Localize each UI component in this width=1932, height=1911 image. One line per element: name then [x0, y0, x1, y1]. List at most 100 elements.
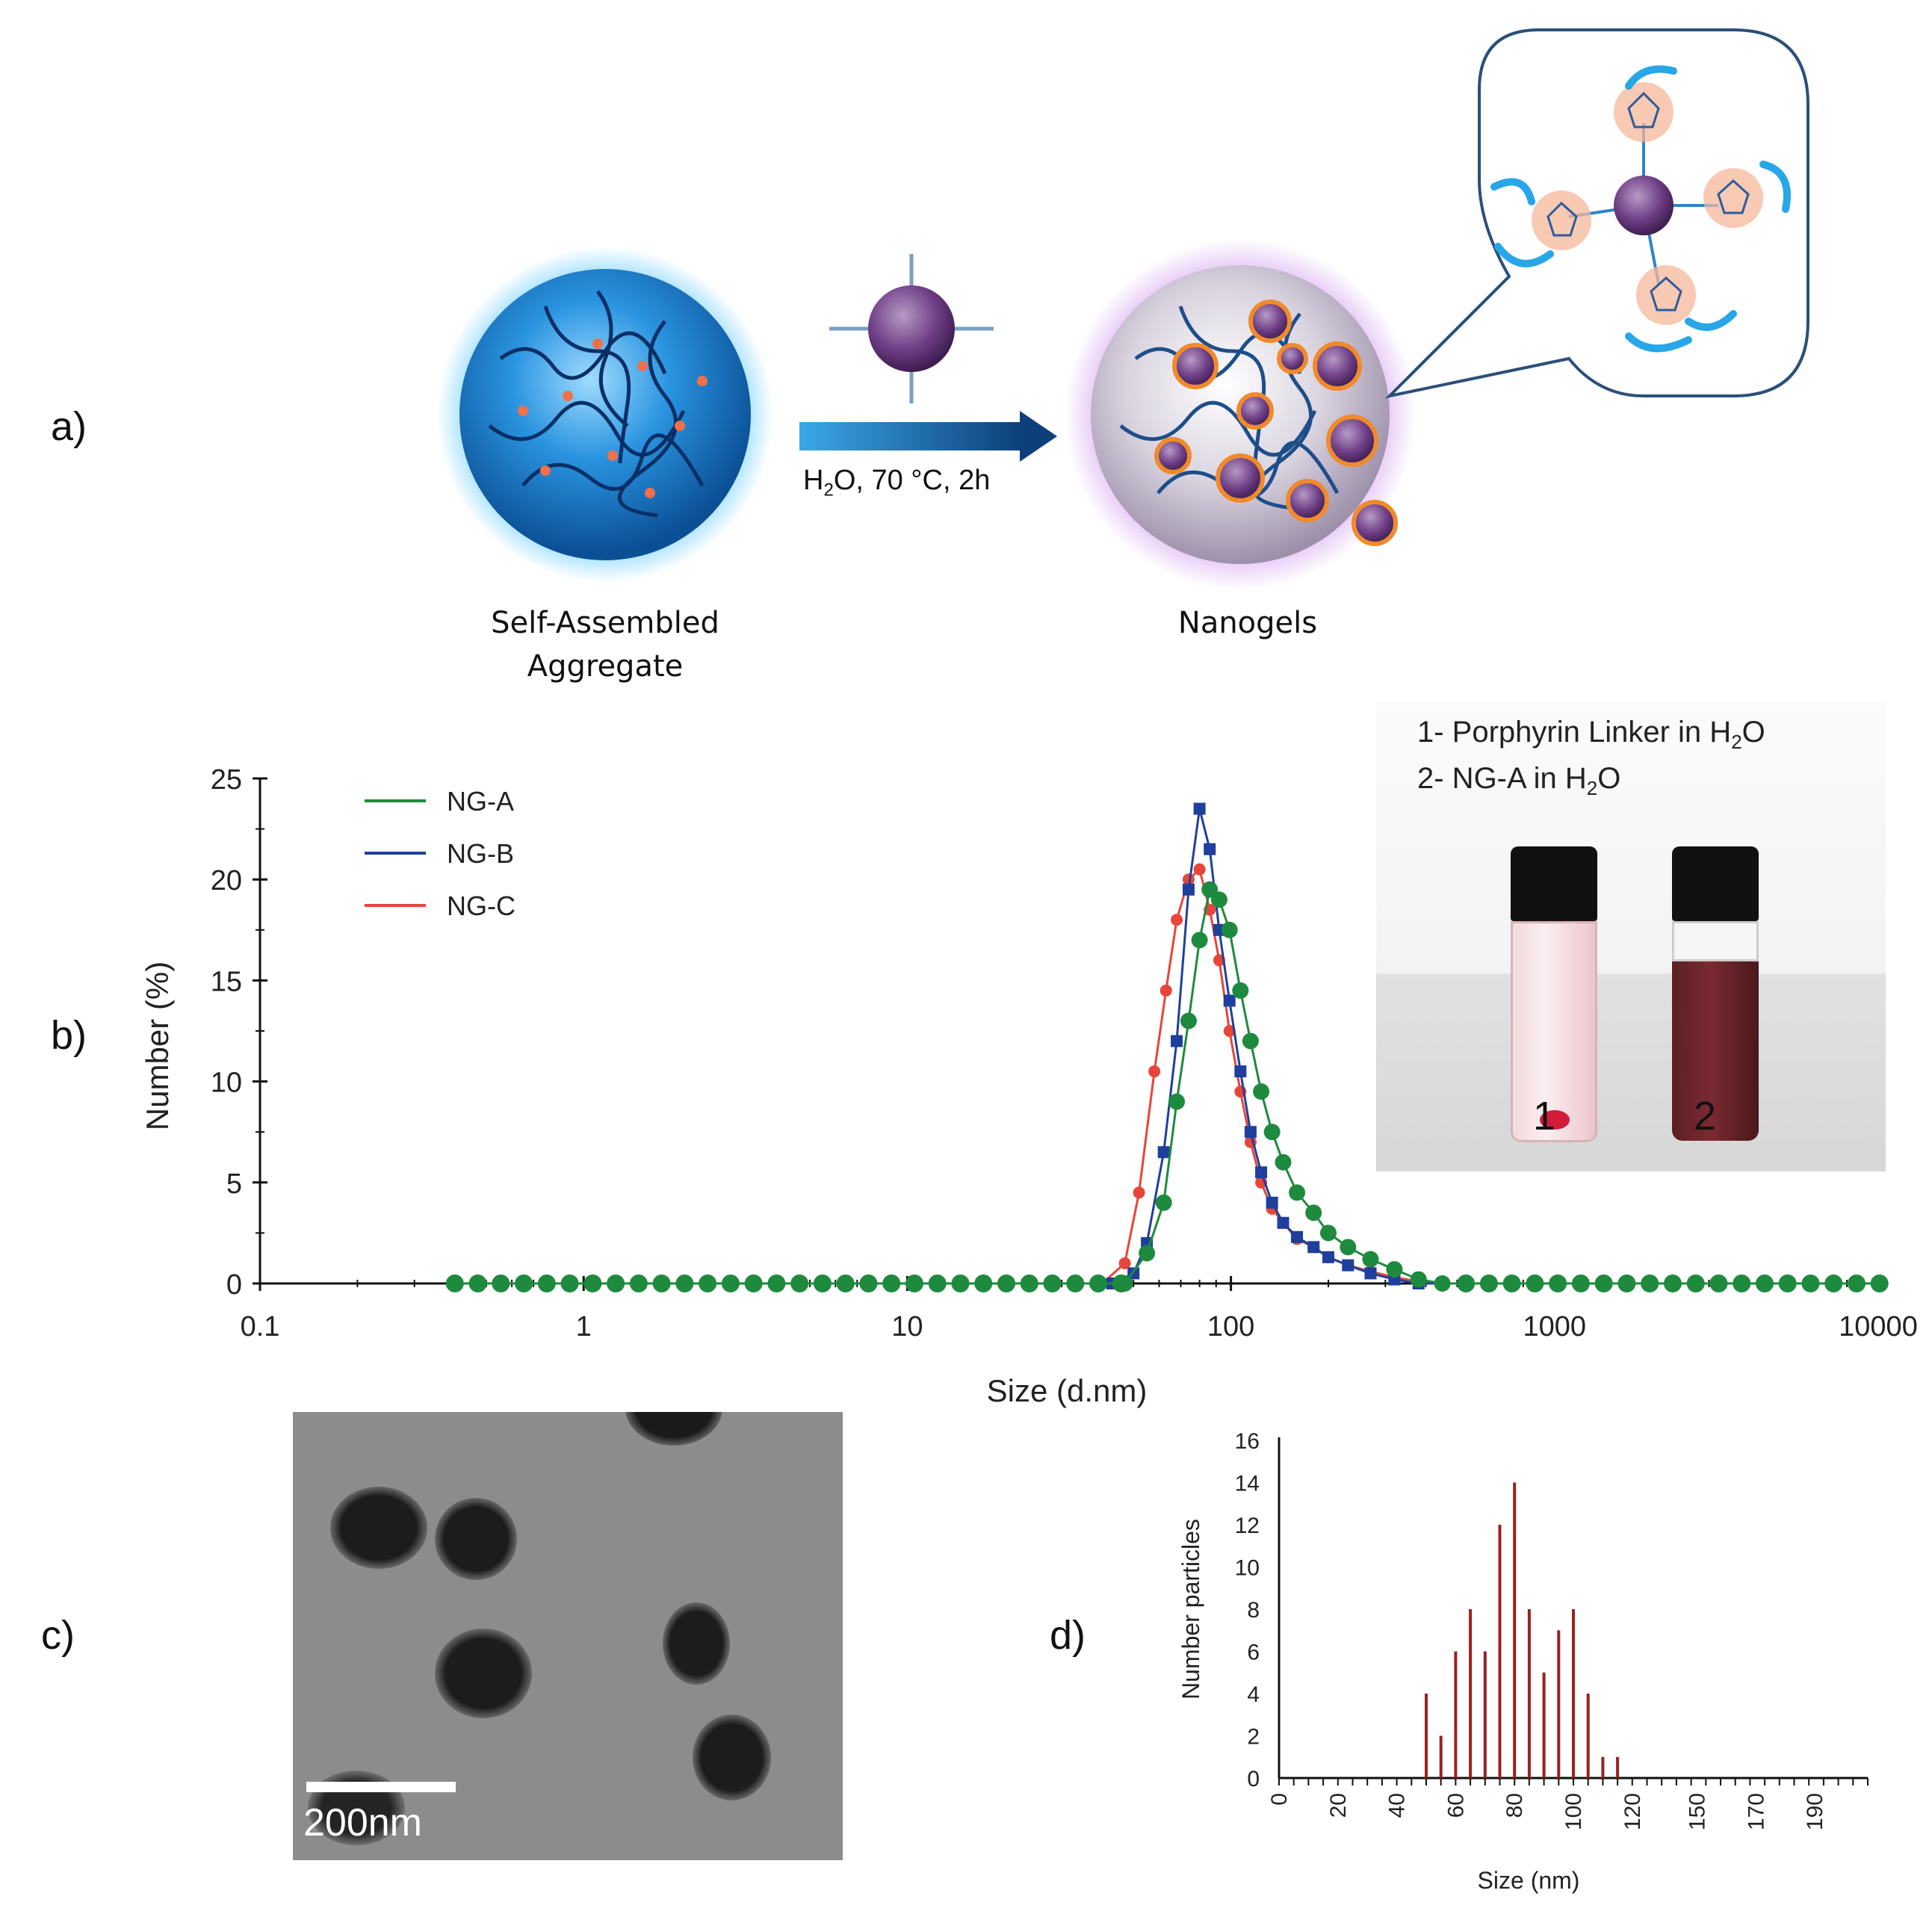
- x-tick-label: 1000: [1523, 1311, 1587, 1342]
- photo-line1-sub: 2: [1731, 731, 1742, 753]
- data-point-ng-a: [1801, 1274, 1820, 1292]
- reaction-arrow: [799, 411, 1057, 462]
- caption-line-1: Self-Assembled: [491, 606, 719, 640]
- photo-caption-line-2: 2- NG-A in H2O: [1417, 762, 1620, 800]
- hist-x-tick-label: 20: [1326, 1793, 1351, 1818]
- data-point-ng-a: [1289, 1184, 1306, 1201]
- legend-label-ng-b: NG-B: [447, 838, 514, 869]
- data-point-ng-a: [1340, 1239, 1357, 1256]
- data-point-ng-a: [675, 1274, 694, 1292]
- hist-x-axis-title: Size (nm): [1478, 1867, 1580, 1894]
- data-point-ng-a: [1617, 1274, 1636, 1292]
- vial-1: [1511, 846, 1597, 1142]
- hist-bar: [1527, 1609, 1531, 1778]
- panel-b-label: b): [51, 1013, 87, 1058]
- data-point-ng-a: [1066, 1274, 1085, 1292]
- data-point-ng-c: [1223, 1025, 1236, 1037]
- tetra-triazole-porphyrin-structure: [1490, 65, 1791, 353]
- hist-y-tick-label: 6: [1247, 1641, 1260, 1665]
- panel-d-label: d): [1050, 1613, 1086, 1658]
- hist-y-tick-label: 10: [1235, 1556, 1260, 1581]
- data-point-ng-a: [1253, 1083, 1270, 1100]
- data-point-ng-a: [767, 1274, 786, 1292]
- data-point-ng-b: [1266, 1196, 1278, 1209]
- data-point-ng-b: [1157, 1146, 1170, 1159]
- data-point-ng-a: [1686, 1274, 1705, 1292]
- data-point-ng-a: [1502, 1274, 1521, 1292]
- data-point-ng-a: [1232, 982, 1249, 999]
- photo-line2-sub: 2: [1586, 777, 1598, 799]
- hist-y-tick-label: 2: [1247, 1725, 1260, 1750]
- data-point-ng-a: [1848, 1274, 1866, 1292]
- data-point-ng-a: [1180, 1012, 1197, 1029]
- data-point-ng-a: [515, 1274, 533, 1292]
- nanoparticle: [330, 1487, 427, 1569]
- y-tick-label: 15: [211, 966, 242, 997]
- data-point-ng-a: [1641, 1274, 1659, 1292]
- legend-label-ng-c: NG-C: [447, 891, 515, 921]
- self-assembled-aggregate-caption: Self-Assembled Aggregate: [418, 601, 792, 688]
- hist-y-tick-label: 8: [1247, 1598, 1260, 1623]
- data-point-ng-a: [1870, 1274, 1889, 1292]
- hist-bar: [1557, 1630, 1561, 1778]
- data-point-ng-a: [997, 1274, 1015, 1292]
- data-point-ng-a: [928, 1274, 947, 1292]
- data-point-ng-a: [1755, 1274, 1774, 1292]
- photo-line1-a: 1- Porphyrin Linker in H: [1417, 716, 1732, 749]
- hist-x-tick-label: 190: [1803, 1793, 1827, 1830]
- data-point-ng-b: [1223, 994, 1236, 1007]
- y-tick-label: 10: [211, 1068, 242, 1099]
- porphyrin-linker-icon: [829, 254, 994, 403]
- data-point-ng-b: [1342, 1259, 1354, 1272]
- data-point-ng-c: [1118, 1257, 1131, 1269]
- data-point-ng-a: [951, 1274, 970, 1292]
- hist-x-tick-label: 60: [1443, 1793, 1468, 1818]
- data-point-ng-a: [1594, 1274, 1613, 1292]
- hist-x-tick-label: 80: [1502, 1793, 1527, 1818]
- data-point-ng-a: [1320, 1224, 1337, 1242]
- vial-1-body: [1511, 921, 1597, 1142]
- x-tick-label: 10: [891, 1311, 923, 1342]
- photo-line2-b: O: [1597, 762, 1621, 795]
- vials-photo: 1- Porphyrin Linker in H2O 2- NG-A in H2…: [1376, 701, 1886, 1171]
- hist-x-tick-label: 0: [1267, 1793, 1292, 1806]
- vial-1-cap: [1511, 846, 1597, 921]
- conditions-h: H: [803, 465, 824, 496]
- data-point-ng-a: [905, 1274, 923, 1292]
- hist-bar: [1469, 1609, 1473, 1778]
- panel-c-label: c): [41, 1613, 75, 1658]
- data-point-ng-a: [882, 1274, 901, 1292]
- data-point-ng-a: [1168, 1093, 1186, 1110]
- data-point-ng-a: [1210, 891, 1227, 908]
- hist-x-tick-label: 170: [1744, 1793, 1768, 1830]
- nanoparticle: [693, 1715, 771, 1800]
- data-point-ng-a: [1709, 1274, 1728, 1292]
- legend-label-ng-a: NG-A: [447, 786, 514, 817]
- caption-line-2: Aggregate: [527, 649, 684, 684]
- hist-bar: [1498, 1525, 1502, 1778]
- data-point-ng-b: [1291, 1230, 1304, 1243]
- data-point-ng-a: [1362, 1251, 1379, 1268]
- y-tick-label: 0: [226, 1269, 242, 1301]
- data-point-ng-b: [1204, 843, 1216, 855]
- hist-x-tick-label: 120: [1620, 1793, 1645, 1830]
- data-point-ng-b: [1171, 1035, 1183, 1047]
- data-point-ng-c: [1193, 863, 1206, 876]
- data-point-ng-a: [790, 1274, 809, 1292]
- vial-1-pellet: [1540, 1110, 1570, 1130]
- data-point-ng-b: [1364, 1267, 1377, 1280]
- vial-2: [1672, 846, 1759, 1141]
- data-point-ng-a: [1263, 1124, 1281, 1141]
- data-point-ng-a: [1242, 1032, 1259, 1050]
- hist-x-tick-label: 100: [1561, 1793, 1586, 1830]
- hist-bar: [1572, 1609, 1575, 1778]
- vial-1-number: 1: [1533, 1094, 1556, 1139]
- data-point-ng-a: [813, 1274, 832, 1292]
- data-point-ng-a: [744, 1274, 763, 1292]
- y-tick-label: 20: [211, 865, 242, 896]
- data-point-ng-a: [607, 1274, 625, 1292]
- hist-bar: [1454, 1651, 1458, 1778]
- x-tick-label: 10000: [1839, 1311, 1918, 1342]
- data-point-ng-b: [1234, 1065, 1247, 1078]
